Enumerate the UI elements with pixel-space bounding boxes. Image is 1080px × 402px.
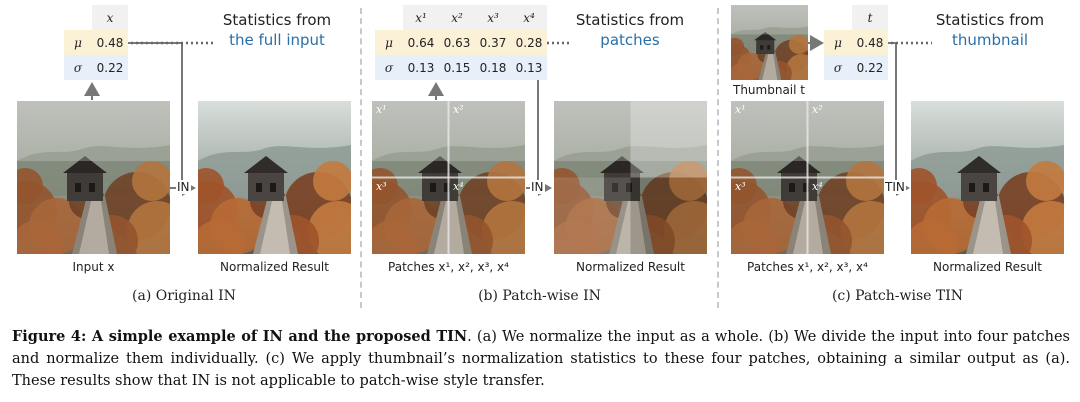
mu-symbol: μ [824, 30, 852, 55]
normalized-result-image [198, 101, 351, 254]
patch-label: x³ [376, 180, 387, 193]
table-header: x⁴ [511, 5, 547, 30]
patch-label: x² [453, 103, 464, 116]
patch-label: x¹ [376, 103, 387, 116]
output-caption: Normalized Result [220, 260, 329, 274]
stats-source-label: Statistics from thumbnail [932, 10, 1048, 50]
sigma-symbol: σ [64, 55, 92, 80]
output-caption: Normalized Result [576, 260, 685, 274]
stats-line-1: Statistics from [222, 11, 332, 29]
stats-table: t μ 0.48 σ 0.22 [824, 5, 888, 80]
in-arrow-label: IN [530, 180, 545, 194]
stats-line-2: patches [600, 31, 660, 49]
sigma-value: 0.22 [92, 55, 128, 80]
input-caption: Patches x¹, x², x³, x⁴ [747, 260, 868, 274]
sigma-value: 0.15 [439, 55, 475, 80]
table-header: t [852, 5, 888, 30]
patch-label: x³ [735, 180, 746, 193]
tin-arrow-label: TIN [884, 180, 906, 194]
input-image [17, 101, 170, 254]
table-header: x² [439, 5, 475, 30]
input-caption: Patches x¹, x², x³, x⁴ [388, 260, 509, 274]
panel-divider [360, 8, 362, 308]
stats-line-2: thumbnail [951, 31, 1029, 49]
subcaption-c: (c) Patch-wise TIN [831, 288, 964, 304]
patch-label: x² [812, 103, 823, 116]
table-header: x³ [475, 5, 511, 30]
sigma-value: 0.13 [403, 55, 439, 80]
mu-value: 0.28 [511, 30, 547, 55]
figure-caption: Figure 4: A simple example of IN and the… [12, 326, 1070, 392]
subcaption-b: (b) Patch-wise IN [478, 288, 601, 304]
mu-value: 0.48 [852, 30, 888, 55]
stats-source-label: Statistics from the full input [218, 10, 336, 50]
patches-image [731, 101, 884, 254]
sigma-value: 0.22 [852, 55, 888, 80]
subcaption-a: (a) Original IN [132, 288, 236, 304]
sigma-value: 0.13 [511, 55, 547, 80]
sigma-value: 0.18 [475, 55, 511, 80]
mu-value: 0.64 [403, 30, 439, 55]
mu-symbol: μ [64, 30, 92, 55]
output-caption: Normalized Result [933, 260, 1042, 274]
input-caption: Input x [72, 260, 115, 274]
mu-value: 0.48 [92, 30, 128, 55]
mu-value: 0.63 [439, 30, 475, 55]
figure-caption-title: Figure 4: A simple example of IN and the… [12, 328, 468, 345]
figure-caption-text: . (a) We normalize the input as a whole.… [12, 329, 1070, 389]
patch-label: x¹ [735, 103, 746, 116]
sigma-symbol: σ [824, 55, 852, 80]
stats-line-1: Statistics from [935, 11, 1045, 29]
stats-source-label: Statistics from patches [574, 10, 686, 50]
thumbnail-image [731, 5, 808, 80]
normalized-result-image [911, 101, 1064, 254]
sigma-symbol: σ [375, 55, 403, 80]
in-arrow-label: IN [176, 180, 191, 194]
stats-line-1: Statistics from [575, 11, 685, 29]
patch-label: x⁴ [812, 180, 823, 193]
mu-symbol: μ [375, 30, 403, 55]
normalized-result-image [554, 101, 707, 254]
stats-line-2: the full input [229, 31, 325, 49]
patches-image [372, 101, 525, 254]
table-header: x [92, 5, 128, 30]
stats-table: x¹ x² x³ x⁴ μ 0.64 0.63 0.37 0.28 σ 0.13… [375, 5, 547, 80]
table-header: x¹ [403, 5, 439, 30]
stats-table: x μ 0.48 σ 0.22 [64, 5, 128, 80]
patch-label: x⁴ [453, 180, 464, 193]
panel-divider [717, 8, 719, 308]
mu-value: 0.37 [475, 30, 511, 55]
thumbnail-caption: Thumbnail t [733, 83, 805, 97]
